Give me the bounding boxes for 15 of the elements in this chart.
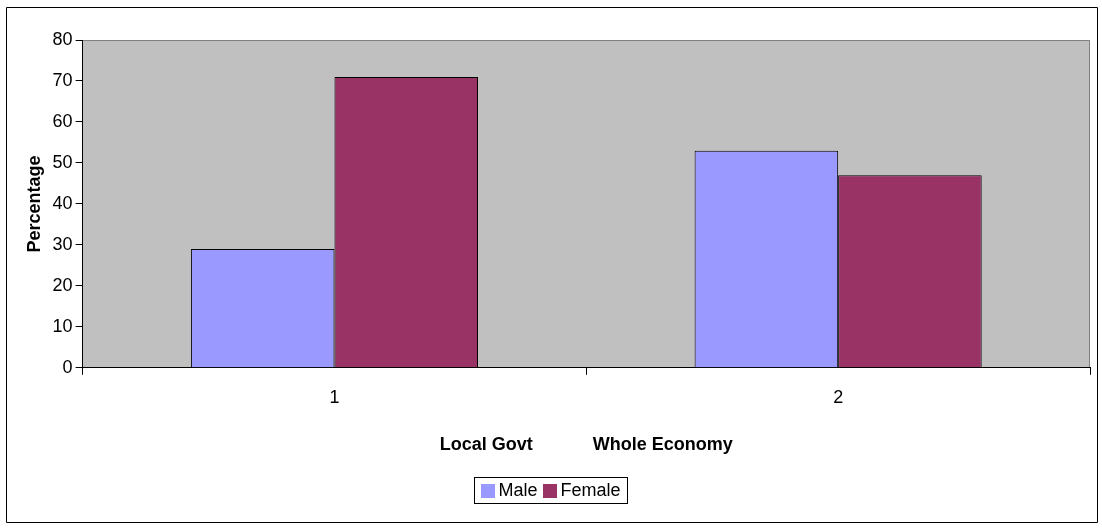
y-tick-label: 70 [52, 69, 73, 90]
y-axis-title: Percentage [23, 155, 44, 253]
x-tick-label: 1 [329, 386, 340, 407]
y-tick-label: 80 [52, 28, 73, 49]
legend-label: Female [560, 480, 621, 501]
y-tick-label: 50 [52, 151, 73, 172]
y-tick-label: 20 [52, 274, 73, 295]
x-axis-title: Local Govt Whole Economy [439, 434, 733, 455]
y-tick-label: 40 [52, 192, 73, 213]
y-tick-label: 10 [52, 315, 73, 336]
y-tick-label: 60 [52, 110, 73, 131]
y-tick-label: 0 [62, 356, 73, 377]
y-tick-label: 30 [52, 233, 73, 254]
legend-label: Male [498, 480, 538, 501]
x-tick-label: 2 [833, 386, 844, 407]
